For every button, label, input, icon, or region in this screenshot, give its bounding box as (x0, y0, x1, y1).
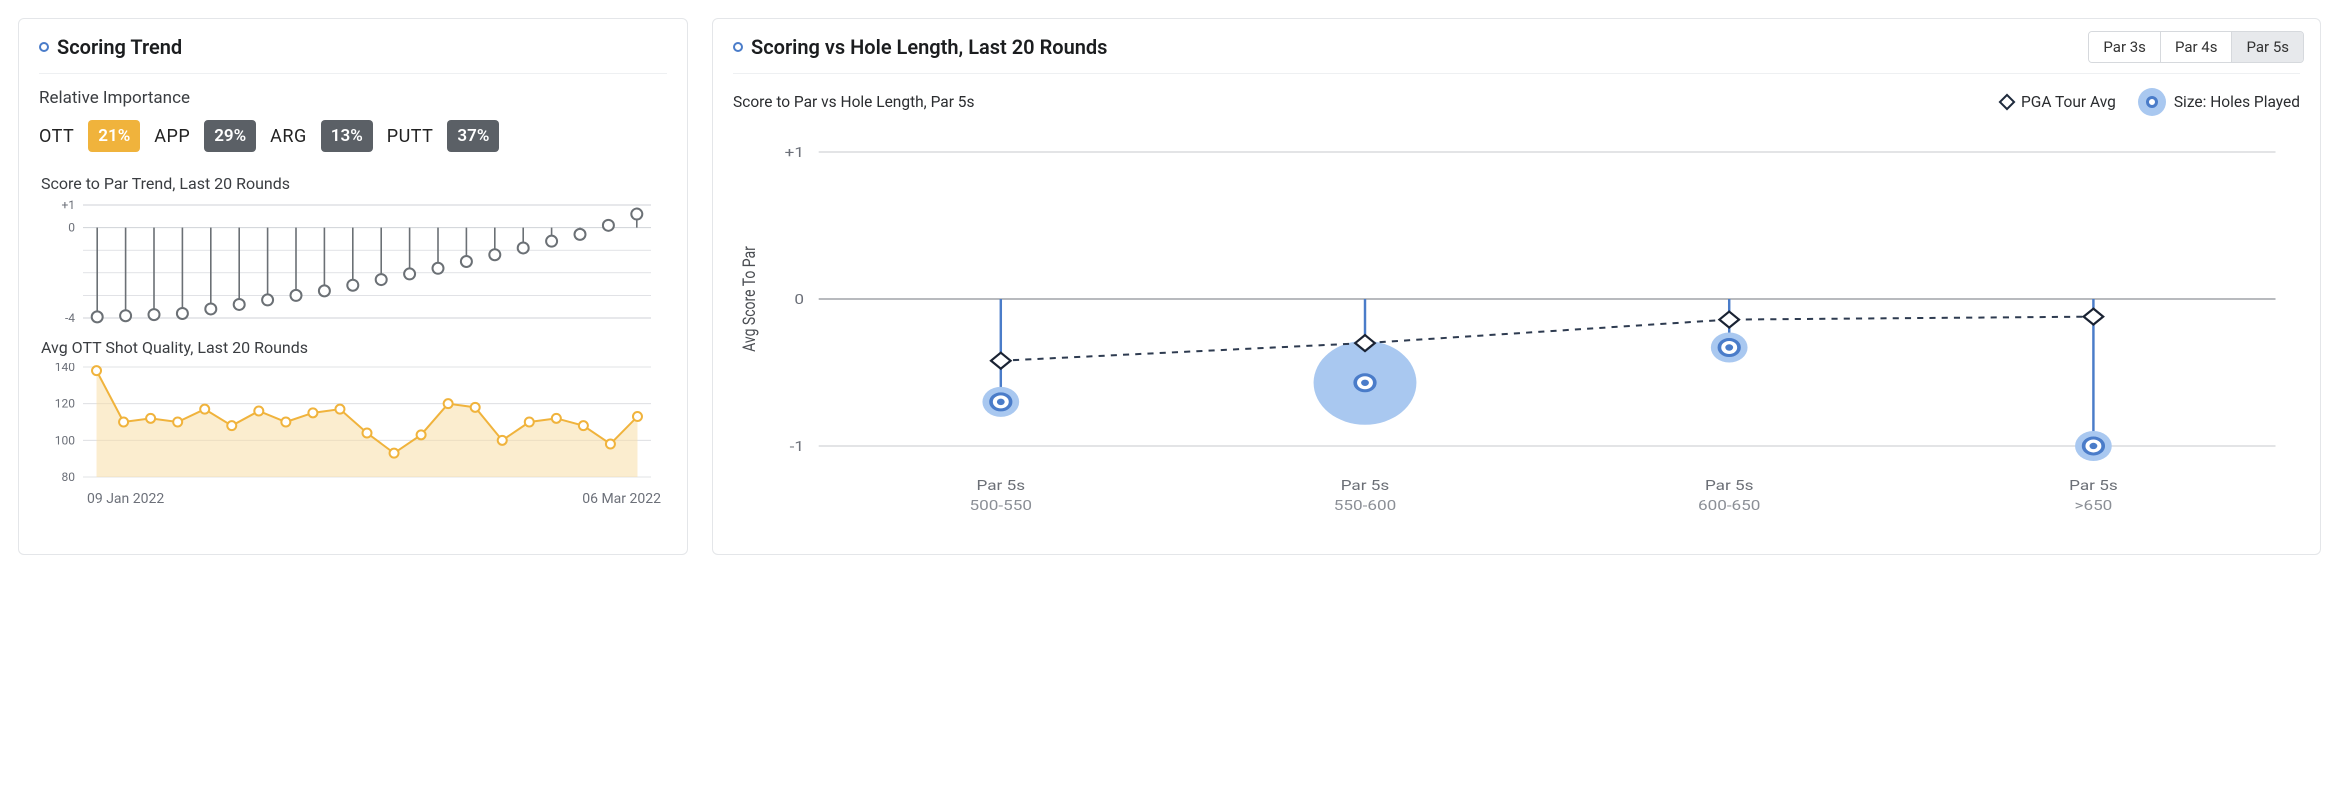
scoring-trend-card: Scoring Trend Relative Importance OTT 21%… (18, 18, 688, 555)
legend-size-label: Size: Holes Played (2174, 93, 2300, 111)
chart-subtitle: Score to Par vs Hole Length, Par 5s (733, 93, 975, 111)
metric-badge-arg: 13% (321, 120, 373, 152)
svg-text:Par 5s: Par 5s (2069, 477, 2118, 494)
tab-par-4s[interactable]: Par 4s (2160, 32, 2232, 62)
metric-badge-putt: 37% (447, 120, 499, 152)
svg-text:-4: -4 (65, 311, 75, 324)
svg-text:+1: +1 (785, 144, 804, 161)
divider (39, 73, 667, 74)
legend-pga-label: PGA Tour Avg (2021, 93, 2116, 111)
par-tabs: Par 3sPar 4sPar 5s (2088, 31, 2304, 63)
metric-label-app: APP (154, 126, 190, 147)
legend-size: Size: Holes Played (2138, 88, 2300, 116)
svg-text:Par 5s: Par 5s (1705, 477, 1754, 494)
scoring-trend-title: Scoring Trend (39, 35, 667, 73)
tab-par-5s[interactable]: Par 5s (2231, 32, 2303, 62)
date-left: 09 Jan 2022 (87, 491, 164, 507)
diamond-icon (1999, 94, 2016, 111)
svg-text:-1: -1 (790, 438, 804, 455)
metric-label-ott: OTT (39, 126, 74, 147)
svg-text:Par 5s: Par 5s (1341, 477, 1390, 494)
svg-text:Avg Score To Par: Avg Score To Par (739, 245, 760, 351)
svg-text:120: 120 (55, 397, 75, 411)
date-right: 06 Mar 2022 (582, 491, 661, 507)
svg-text:>650: >650 (2075, 497, 2113, 514)
scoring-trend-title-text: Scoring Trend (57, 35, 182, 59)
spark2-chart: 80 100 120 140 (39, 363, 667, 487)
svg-text:+1: +1 (61, 199, 75, 212)
spark1-chart: +1 0 -4 (39, 199, 667, 328)
legend-pga: PGA Tour Avg (2001, 93, 2116, 111)
spark1-title: Score to Par Trend, Last 20 Rounds (41, 174, 667, 193)
svg-text:500-550: 500-550 (970, 497, 1032, 514)
relative-importance-row: OTT 21% APP 29% ARG 13% PUTT 37% (39, 120, 667, 152)
relative-importance-label: Relative Importance (39, 88, 667, 108)
scoring-vs-length-card: Par 3sPar 4sPar 5s Scoring vs Hole Lengt… (712, 18, 2321, 555)
spark2-title: Avg OTT Shot Quality, Last 20 Rounds (41, 338, 667, 357)
svg-text:140: 140 (55, 363, 75, 374)
bullet-icon (39, 42, 49, 52)
svg-text:80: 80 (62, 470, 76, 483)
svg-text:550-600: 550-600 (1334, 497, 1396, 514)
svg-text:600-650: 600-650 (1698, 497, 1760, 514)
divider (733, 73, 2300, 74)
metric-label-putt: PUTT (387, 126, 434, 147)
metric-badge-app: 29% (204, 120, 256, 152)
scoring-vs-length-title: Scoring vs Hole Length, Last 20 Rounds (733, 35, 2300, 73)
scoring-vs-length-chart: Avg Score To Par +1 0 -1 Par 5s 500-550 Par 5s… (733, 120, 2300, 530)
bullet-icon (733, 42, 743, 52)
svg-text:100: 100 (55, 433, 75, 447)
legend-row: Score to Par vs Hole Length, Par 5s PGA … (733, 88, 2300, 116)
svg-text:0: 0 (794, 291, 804, 308)
size-bubble-icon (2138, 88, 2166, 116)
metric-label-arg: ARG (270, 126, 307, 147)
svg-text:Par 5s: Par 5s (977, 477, 1026, 494)
scoring-vs-length-title-text: Scoring vs Hole Length, Last 20 Rounds (751, 35, 1107, 59)
tab-par-3s[interactable]: Par 3s (2089, 32, 2160, 62)
metric-badge-ott: 21% (88, 120, 140, 152)
svg-text:0: 0 (68, 221, 75, 235)
